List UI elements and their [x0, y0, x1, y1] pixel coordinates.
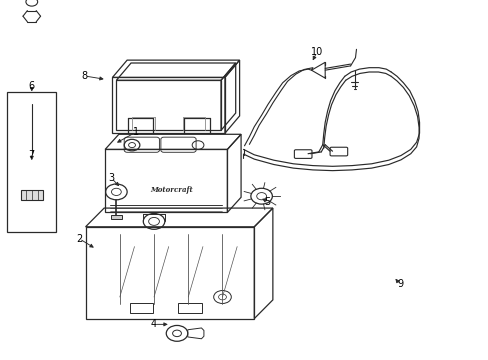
Bar	[110, 215, 122, 219]
Text: 9: 9	[396, 279, 402, 289]
Text: 3: 3	[108, 173, 114, 183]
Text: 4: 4	[151, 319, 157, 329]
Text: Motorcraft: Motorcraft	[149, 186, 192, 194]
Text: 1: 1	[133, 127, 139, 137]
Text: 5: 5	[264, 197, 270, 207]
Bar	[21, 190, 42, 200]
Text: 7: 7	[29, 150, 35, 160]
Text: 2: 2	[76, 234, 82, 244]
Bar	[129, 303, 153, 313]
Text: 8: 8	[81, 71, 87, 81]
Bar	[178, 303, 202, 313]
Text: 6: 6	[29, 81, 35, 91]
Text: 10: 10	[310, 47, 323, 57]
